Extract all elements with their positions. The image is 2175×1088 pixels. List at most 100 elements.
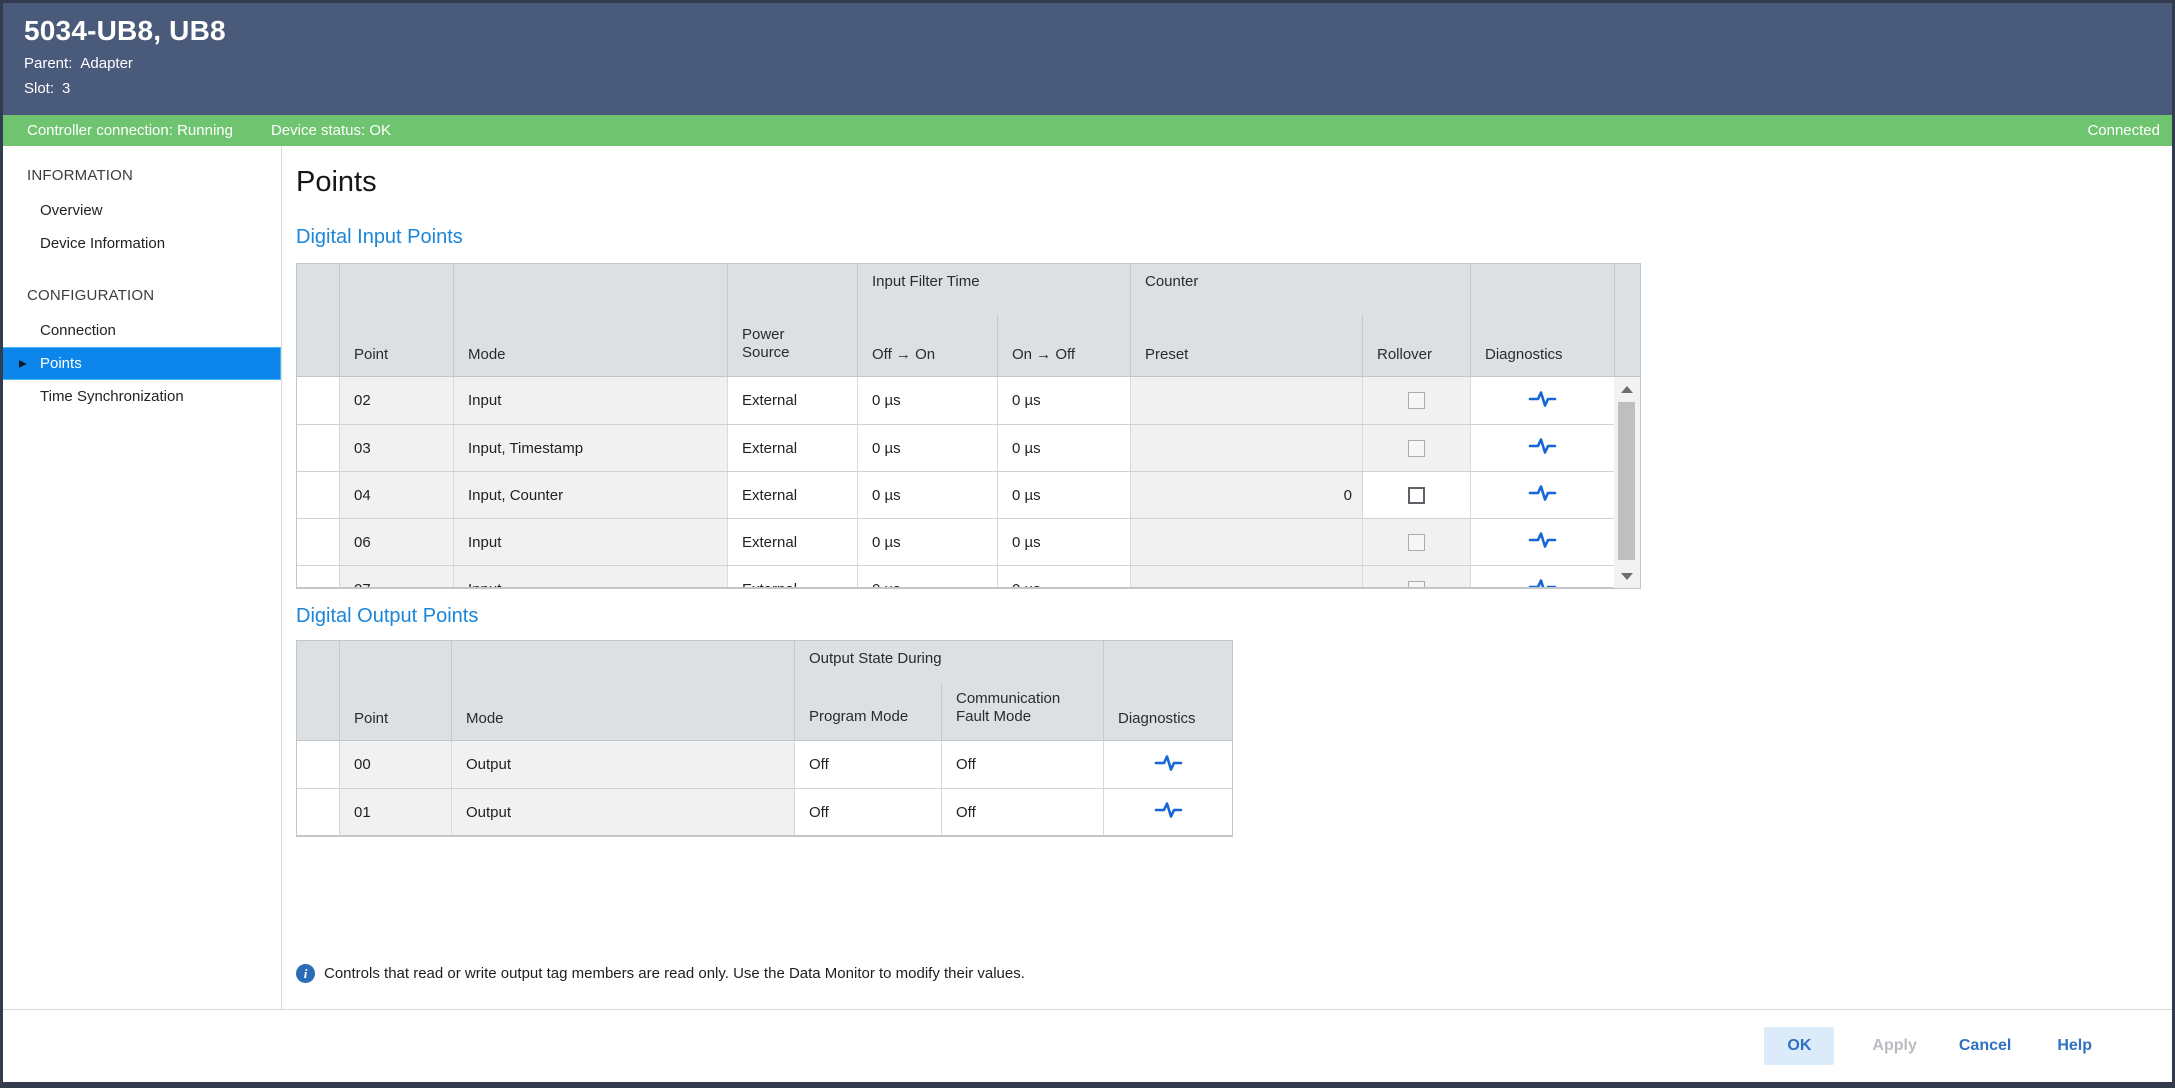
digital-output-points-heading: Digital Output Points [296, 605, 2172, 628]
cell-comm-fault-mode[interactable]: Off [941, 741, 1103, 788]
cell-rollover [1362, 566, 1470, 588]
cell-filter-on-off[interactable]: 0 µs [997, 377, 1130, 424]
cell-filter-on-off[interactable]: 0 µs [997, 472, 1130, 518]
cell-point: 06 [339, 519, 453, 565]
cell-power-source[interactable]: External [727, 425, 857, 471]
controller-connection-status: Controller connection: Running [27, 122, 233, 139]
rollover-checkbox[interactable] [1408, 534, 1425, 551]
cell-filter-off-on[interactable]: 0 µs [857, 566, 997, 588]
sidebar-section-information: INFORMATION Overview Device Information [3, 156, 281, 260]
group-header-output-state-during: Output State During [794, 641, 1103, 683]
connected-badge: Connected [2087, 122, 2160, 139]
cell-program-mode[interactable]: Off [794, 741, 941, 788]
col-header-preset: Preset [1130, 314, 1362, 377]
cell-power-source[interactable]: External [727, 519, 857, 565]
input-table-header: Point Mode Power Source Input Filter Tim… [297, 264, 1614, 377]
col-header-mode: Mode [451, 641, 794, 741]
cell-power-source[interactable]: External [727, 566, 857, 588]
col-header-program-mode: Program Mode [794, 683, 941, 741]
row-selector-header [297, 264, 339, 377]
row-selector[interactable] [297, 566, 339, 588]
diagnostics-icon[interactable] [1527, 482, 1558, 508]
scroll-up-arrow-icon[interactable] [1614, 377, 1640, 401]
cell-point: 07 [339, 566, 453, 588]
info-icon: i [296, 964, 315, 983]
footer-bar: OK Apply Cancel Help [3, 1009, 2172, 1082]
row-selector[interactable] [297, 519, 339, 565]
cancel-button[interactable]: Cancel [1955, 1027, 2015, 1065]
rollover-checkbox[interactable] [1408, 581, 1425, 589]
scrollbar-header-cap [1614, 264, 1640, 377]
cell-point: 02 [339, 377, 453, 424]
cell-comm-fault-mode[interactable]: Off [941, 789, 1103, 835]
cell-filter-on-off[interactable]: 0 µs [997, 425, 1130, 471]
slot-line: Slot: 3 [24, 80, 2172, 97]
page-header-title: 5034-UB8, UB8 [24, 15, 2172, 47]
cell-filter-off-on[interactable]: 0 µs [857, 425, 997, 471]
connection-status-bar: Controller connection: Running Device st… [3, 115, 2172, 146]
col-header-mode: Mode [453, 264, 727, 377]
cell-filter-on-off[interactable]: 0 µs [997, 566, 1130, 588]
sidebar-item-time-synchronization[interactable]: Time Synchronization [3, 380, 281, 413]
table-row: 00 Output Off Off [297, 741, 1232, 788]
diagnostics-icon[interactable] [1527, 576, 1558, 588]
read-only-note: i Controls that read or write output tag… [296, 964, 2172, 983]
diagnostics-icon[interactable] [1527, 388, 1558, 414]
cell-filter-off-on[interactable]: 0 µs [857, 472, 997, 518]
cell-mode[interactable]: Input [453, 519, 727, 565]
output-table-body: 00 Output Off Off 01 Output [297, 741, 1232, 836]
table-row: 03 Input, Timestamp External 0 µs 0 µs [297, 424, 1614, 471]
col-header-rollover: Rollover [1362, 314, 1470, 377]
cell-filter-off-on[interactable]: 0 µs [857, 377, 997, 424]
col-header-point: Point [339, 641, 451, 741]
rollover-checkbox[interactable] [1408, 392, 1425, 409]
diagnostics-icon[interactable] [1153, 799, 1184, 825]
row-selector[interactable] [297, 472, 339, 518]
rollover-checkbox[interactable] [1408, 487, 1425, 504]
ok-button[interactable]: OK [1764, 1027, 1834, 1065]
diagnostics-icon[interactable] [1153, 752, 1184, 778]
cell-program-mode[interactable]: Off [794, 789, 941, 835]
row-selector[interactable] [297, 377, 339, 424]
device-profile-window: 5034-UB8, UB8 Parent:Adapter Slot:3 Cont… [0, 0, 2175, 1088]
cell-filter-on-off[interactable]: 0 µs [997, 519, 1130, 565]
sidebar-item-overview[interactable]: Overview [3, 194, 281, 227]
sidebar-section-label: INFORMATION [3, 156, 281, 194]
table-row: 01 Output Off Off [297, 788, 1232, 835]
sidebar-nav: INFORMATION Overview Device Information … [3, 146, 282, 1009]
selected-arrow-icon: ▶ [19, 358, 27, 369]
slot-value: 3 [62, 80, 70, 97]
cell-power-source[interactable]: External [727, 472, 857, 518]
cell-mode[interactable]: Input [453, 377, 727, 424]
help-button[interactable]: Help [2053, 1027, 2096, 1065]
cell-preset [1130, 566, 1362, 588]
cell-mode[interactable]: Output [451, 789, 794, 835]
cell-mode[interactable]: Output [451, 741, 794, 788]
cell-filter-off-on[interactable]: 0 µs [857, 519, 997, 565]
cell-point: 03 [339, 425, 453, 471]
sidebar-item-points[interactable]: ▶ Points [3, 347, 281, 380]
sidebar-item-connection[interactable]: Connection [3, 314, 281, 347]
slot-label: Slot: [24, 80, 54, 97]
cell-mode[interactable]: Input [453, 566, 727, 588]
apply-button[interactable]: Apply [1872, 1037, 1916, 1055]
scrollbar-track[interactable] [1614, 377, 1640, 588]
table-row: 06 Input External 0 µs 0 µs [297, 518, 1614, 565]
cell-rollover [1362, 377, 1470, 424]
scrollbar-thumb[interactable] [1618, 402, 1635, 560]
cell-power-source[interactable]: External [727, 377, 857, 424]
diagnostics-icon[interactable] [1527, 435, 1558, 461]
cell-preset [1130, 425, 1362, 471]
sidebar-item-device-information[interactable]: Device Information [3, 227, 281, 260]
row-selector[interactable] [297, 741, 339, 788]
cell-mode[interactable]: Input, Counter [453, 472, 727, 518]
cell-diagnostics [1470, 472, 1614, 518]
cell-rollover [1362, 425, 1470, 471]
scroll-down-arrow-icon[interactable] [1614, 564, 1640, 588]
cell-diagnostics [1470, 519, 1614, 565]
row-selector[interactable] [297, 425, 339, 471]
row-selector[interactable] [297, 789, 339, 835]
cell-mode[interactable]: Input, Timestamp [453, 425, 727, 471]
rollover-checkbox[interactable] [1408, 440, 1425, 457]
diagnostics-icon[interactable] [1527, 529, 1558, 555]
